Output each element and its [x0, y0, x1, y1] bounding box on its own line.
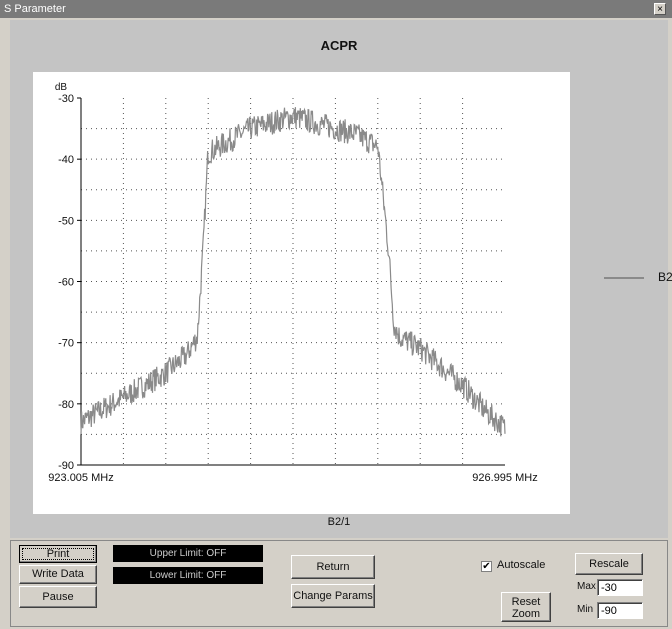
window-title: S Parameter	[4, 3, 66, 15]
y-tick-label: -40	[58, 154, 74, 166]
lower-limit-status: Lower Limit: OFF	[113, 567, 263, 584]
pause-button[interactable]: Pause	[19, 586, 97, 608]
max-label: Max	[577, 581, 596, 592]
trace-label: B2/1	[327, 516, 351, 528]
y-tick-label: -60	[58, 277, 74, 289]
x-end-label: 926.995 MHz	[472, 472, 537, 484]
title-bar: S Parameter ×	[0, 0, 672, 18]
x-start-label: 923.005 MHz	[48, 472, 113, 484]
acpr-chart: -30 -40 -50 -60 -70 -80 -90 dB 923.005 MHz 926.99…	[48, 82, 537, 484]
legend-line-b2-1	[604, 277, 644, 279]
close-button[interactable]: ×	[654, 3, 666, 15]
series-line-b2-1	[80, 107, 506, 437]
autoscale-label: Autoscale	[497, 559, 546, 571]
min-input[interactable]	[597, 602, 643, 619]
rescale-button[interactable]: Rescale	[575, 553, 643, 575]
change-params-button[interactable]: Change Params	[291, 584, 375, 608]
plot-panel: ACPR -30 -40 -50 -60 -70 -80 -90 dB 923.005 MHz 9…	[10, 20, 672, 538]
upper-limit-status: Upper Limit: OFF	[113, 545, 263, 562]
y-tick-label: -80	[58, 399, 74, 411]
plot-area[interactable]: -30 -40 -50 -60 -70 -80 -90 dB 923.005 MHz 926.99…	[33, 72, 570, 514]
return-button[interactable]: Return	[291, 555, 375, 579]
autoscale-checkbox[interactable]: ✔	[481, 561, 492, 572]
y-tick-label: -50	[58, 215, 74, 227]
checkmark-icon: ✔	[482, 561, 491, 572]
y-tick-label: -70	[58, 338, 74, 350]
chart-title: ACPR	[320, 38, 358, 53]
min-label: Min	[577, 604, 594, 615]
max-input[interactable]	[597, 579, 643, 596]
control-panel: Print Write Data Pause Upper Limit: OFF …	[10, 540, 668, 627]
reset-zoom-button[interactable]: Reset Zoom	[501, 592, 551, 622]
legend-label: B2/1	[658, 270, 672, 284]
write-data-button[interactable]: Write Data	[19, 565, 97, 584]
print-button[interactable]: Print	[19, 545, 97, 563]
y-tick-label: -90	[58, 460, 74, 472]
y-axis-label: dB	[55, 82, 68, 93]
y-tick-label: -30	[58, 93, 74, 105]
